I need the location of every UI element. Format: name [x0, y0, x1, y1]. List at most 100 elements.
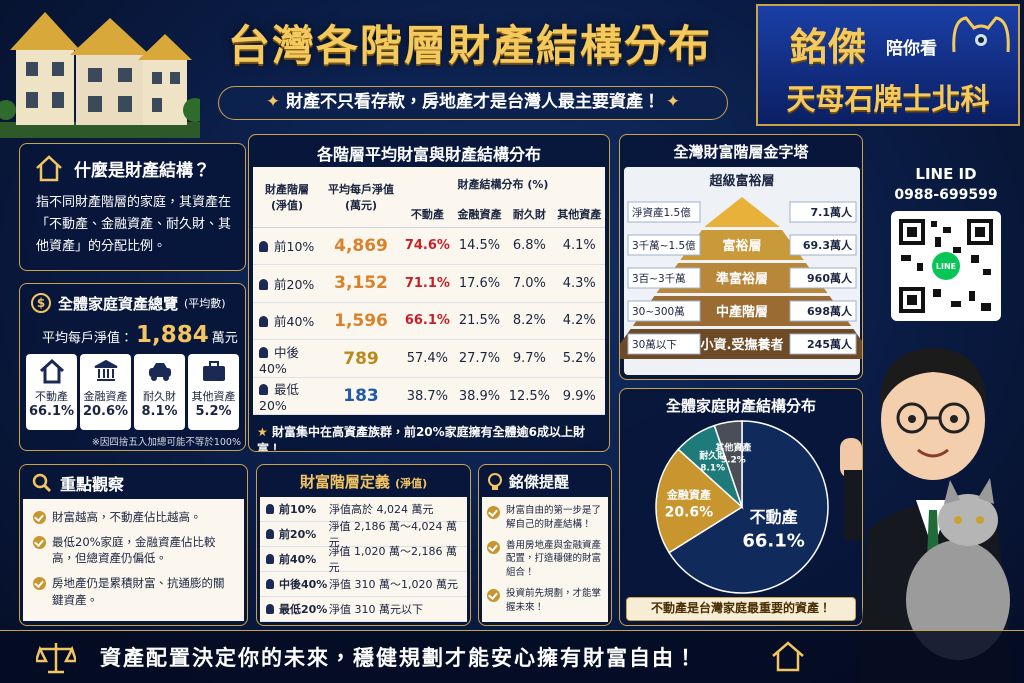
- qr-badge: LINE: [936, 262, 956, 271]
- definition-row: 前40% 淨值 1,020 萬～2,186 萬元: [260, 545, 467, 574]
- pie-value-label: 20.6%: [665, 504, 714, 520]
- cell-text: 前10%: [274, 239, 315, 255]
- table-header: 平均每戶淨值 (萬元): [321, 167, 401, 228]
- cat-logo: [952, 16, 1010, 53]
- tips-title: 銘傑提醒: [509, 473, 570, 491]
- table-cell: 5.2%: [554, 340, 605, 378]
- overview-value: 8.1%: [141, 404, 178, 419]
- observation-item: 最低20%家庭，金融資產佔比較高，但總資產仍偏低。: [33, 534, 234, 567]
- overview-items: 不動產 66.1% 金融資產 20.6% 耐久財 8.1% 其他資產 5.2%: [26, 354, 239, 430]
- definition-panel: 什麼是財產結構？ 指不同財產階層的家庭，其資產在「不動產、金融資產、耐久財、其他…: [19, 143, 246, 271]
- check-icon: [487, 506, 500, 519]
- overview-label: 金融資產: [83, 390, 128, 403]
- pie-label: 其他資產: [715, 441, 751, 453]
- cell-text: 4.1%: [562, 238, 596, 254]
- table-cell: 4,869: [321, 227, 401, 265]
- pie-chart: 不動產 66.1% 金融資產 20.6% 耐久財 8.1% 其他資產 5.2%: [655, 420, 829, 594]
- pyramid-level: [704, 197, 780, 227]
- table-cell: 前40%: [253, 302, 321, 340]
- line-id: 0988-699599: [894, 187, 998, 203]
- table-cell: 21.5%: [454, 302, 505, 340]
- table-subheader: 耐久財: [512, 207, 546, 221]
- table-cell: 最低20%: [253, 377, 321, 415]
- cell-text: 7.0%: [512, 275, 546, 291]
- table-subheader: 金融資產: [457, 207, 502, 221]
- person-icon: [259, 241, 268, 253]
- footer-text: 資產配置決定你的未來，穩健規劃才能安心擁有財富自由！: [100, 646, 698, 670]
- cell-text: 3,152: [334, 273, 388, 294]
- definition-row: 中後40% 淨值 310 萬～1,020 萬元: [260, 572, 467, 597]
- pie-panel: 全體家庭財產結構分布 不動產 66.1% 金融資產 20.6% 耐久財 8.1% 其他資產 5…: [619, 388, 863, 626]
- person-icon: [266, 504, 274, 514]
- check-icon: [33, 511, 46, 524]
- table-row: 最低20% 183 38.7% 38.9% 12.5% 9.9%: [253, 377, 605, 415]
- tip-text: 投資前先規劃，才能掌握未來！: [506, 587, 602, 613]
- definitions-title: 財富階層定義: [299, 473, 390, 491]
- pyramid-people: 245萬人: [807, 337, 853, 351]
- pyramid-people: 7.1萬人: [811, 205, 853, 219]
- table-cell: 8.2%: [505, 302, 553, 340]
- tip-item: 投資前先規劃，才能掌握未來！: [487, 587, 603, 615]
- cell-text: 前40%: [274, 314, 315, 330]
- range-tag: [627, 300, 701, 322]
- definition-range: 淨值 1,020 萬～2,186 萬元: [328, 545, 458, 574]
- pie-caption: 不動產是台灣家庭最重要的資產！: [626, 597, 856, 621]
- overview-label: 耐久財: [143, 390, 176, 403]
- observation-item: 房地產仍是累積財富、抗通膨的關鍵資產。: [33, 575, 234, 608]
- pie-slice: [655, 448, 744, 554]
- pyramid-range: 30萬以下: [632, 338, 677, 351]
- table-cell: 4.1%: [554, 227, 605, 265]
- pie-label: 耐久財: [699, 449, 726, 461]
- header-label: 平均每戶淨值: [328, 182, 394, 196]
- home-icon: [36, 155, 62, 182]
- overview-label: 不動產: [35, 390, 68, 403]
- cell-text: 8.2%: [512, 313, 546, 329]
- overview-icon: [94, 359, 117, 381]
- overview-note: ※因四捨五入加總可能不等於100%: [91, 437, 241, 448]
- qr-code: LINE: [891, 211, 1001, 321]
- table-cell: 38.7%: [401, 377, 454, 415]
- pie-value-label: 66.1%: [742, 531, 804, 552]
- cell-text: 中後40%: [259, 344, 300, 376]
- table-cell: 38.9%: [454, 377, 505, 415]
- tip-text: 善用房地產與金融資產配置，打造穩健的財富組合！: [506, 539, 602, 579]
- cell-text: 66.1%: [404, 313, 450, 329]
- table-panel: 各階層平均財富與財產結構分布 財產階層 (淨值) 平均每戶淨值 (萬元) 財產結構分…: [248, 134, 610, 452]
- table-cell: 7.0%: [505, 265, 553, 303]
- person-icon: [266, 579, 274, 589]
- pyramid-people: 698萬人: [807, 304, 853, 318]
- definitions-list: 前10% 淨值高於 4,024 萬元 前20% 淨值 2,186 萬～4,024 萬元…: [260, 497, 467, 622]
- brand-area: 天母石牌士北科: [786, 82, 990, 116]
- table-cell: 14.5%: [454, 227, 505, 265]
- page-title: 台灣各階層財產結構分布: [227, 21, 712, 70]
- cell-text: 38.9%: [458, 388, 501, 404]
- check-icon: [487, 540, 500, 554]
- cell-text: 71.1%: [404, 275, 450, 291]
- table-title: 各階層平均財富與財產結構分布: [316, 145, 541, 164]
- pie-label: 不動產: [750, 508, 798, 527]
- range-tag: [627, 333, 701, 355]
- pie-title: 全體家庭財產結構分布: [665, 397, 816, 415]
- overview-value: 5.2%: [195, 404, 232, 419]
- observation-text: 房地產仍是累積財富、抗通膨的關鍵資產。: [52, 576, 225, 607]
- table-cell: 4.2%: [554, 302, 605, 340]
- overview-icon: [148, 363, 171, 381]
- table-header: 財產結構分布 (%): [457, 178, 549, 191]
- table-cell: 12.5%: [505, 377, 553, 415]
- table-cell: 27.7%: [454, 340, 505, 378]
- people-tag: [789, 300, 857, 322]
- pyramid-range: 30~300萬: [632, 305, 685, 318]
- definitions-title-note: (淨值): [395, 477, 428, 490]
- table-cell: 4.3%: [554, 265, 605, 303]
- table-row: 前10% 4,869 74.6% 14.5% 6.8% 4.1%: [253, 227, 605, 265]
- overview-card: 耐久財 8.1%: [134, 354, 185, 430]
- pie-slice: [713, 420, 743, 508]
- table-cell: 183: [321, 377, 401, 415]
- pyramid-range: 淨資產1.5億: [632, 206, 691, 219]
- pyramid-people: 69.3萬人: [803, 238, 853, 252]
- cell-text: 前20%: [274, 276, 315, 292]
- footer-home-icon: [772, 641, 804, 672]
- pie-slice: [668, 420, 829, 594]
- table-header: 財產階層 (淨值): [253, 167, 321, 228]
- tips-panel: 銘傑提醒 財富自由的第一步是了解自己的財產結構！ 善用房地產與金融資產配置，打造穩…: [478, 464, 612, 626]
